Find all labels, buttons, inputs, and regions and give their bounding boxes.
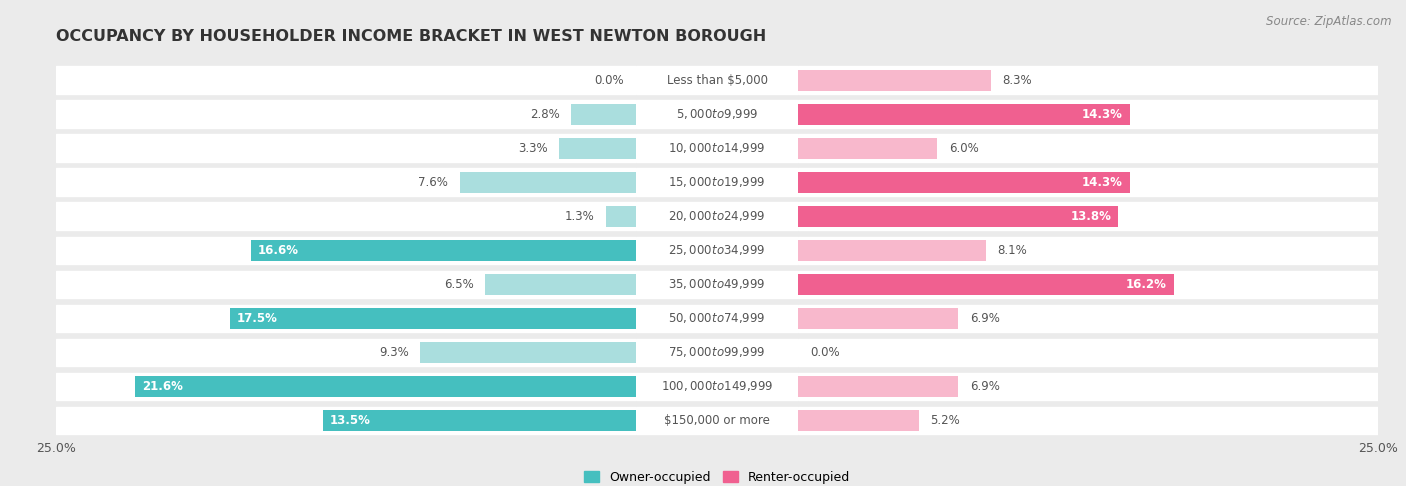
Text: $25,000 to $34,999: $25,000 to $34,999	[668, 243, 766, 257]
Text: $10,000 to $14,999: $10,000 to $14,999	[668, 141, 766, 155]
Bar	[56, 203, 636, 230]
Bar	[799, 274, 1174, 295]
Text: OCCUPANCY BY HOUSEHOLDER INCOME BRACKET IN WEST NEWTON BOROUGH: OCCUPANCY BY HOUSEHOLDER INCOME BRACKET …	[56, 29, 766, 44]
Text: $50,000 to $74,999: $50,000 to $74,999	[668, 312, 766, 325]
Bar	[799, 407, 1378, 434]
Bar	[56, 67, 636, 94]
Text: $35,000 to $49,999: $35,000 to $49,999	[668, 278, 766, 291]
Bar	[799, 376, 959, 397]
Bar	[636, 169, 799, 196]
Bar	[799, 206, 1118, 227]
Bar	[606, 206, 636, 227]
Bar	[56, 373, 636, 400]
Bar	[799, 305, 1378, 332]
Text: Less than $5,000: Less than $5,000	[666, 74, 768, 87]
Bar	[460, 172, 636, 193]
Text: 16.6%: 16.6%	[257, 244, 299, 257]
Bar	[636, 101, 799, 128]
Bar	[56, 339, 636, 366]
Text: 9.3%: 9.3%	[380, 346, 409, 359]
Text: 6.5%: 6.5%	[444, 278, 474, 291]
Bar	[799, 169, 1378, 196]
Text: $150,000 or more: $150,000 or more	[664, 414, 770, 427]
Text: $75,000 to $99,999: $75,000 to $99,999	[668, 346, 766, 359]
Text: 14.3%: 14.3%	[1083, 176, 1123, 189]
Text: $15,000 to $19,999: $15,000 to $19,999	[668, 175, 766, 189]
Bar	[799, 308, 959, 329]
Text: 7.6%: 7.6%	[418, 176, 449, 189]
Bar	[636, 67, 799, 94]
Bar	[560, 138, 636, 159]
Bar	[636, 237, 799, 264]
Text: Source: ZipAtlas.com: Source: ZipAtlas.com	[1267, 15, 1392, 28]
Bar	[799, 172, 1130, 193]
Text: 3.3%: 3.3%	[519, 142, 548, 155]
Text: 8.1%: 8.1%	[998, 244, 1028, 257]
Text: $100,000 to $149,999: $100,000 to $149,999	[661, 380, 773, 393]
Legend: Owner-occupied, Renter-occupied: Owner-occupied, Renter-occupied	[579, 466, 855, 486]
Text: 13.8%: 13.8%	[1070, 210, 1111, 223]
Bar	[56, 169, 636, 196]
Text: 2.8%: 2.8%	[530, 108, 560, 121]
Text: $20,000 to $24,999: $20,000 to $24,999	[668, 209, 766, 223]
Bar	[56, 237, 636, 264]
Text: $5,000 to $9,999: $5,000 to $9,999	[676, 107, 758, 121]
Text: 0.0%: 0.0%	[810, 346, 839, 359]
Text: 14.3%: 14.3%	[1083, 108, 1123, 121]
Bar	[799, 138, 938, 159]
Bar	[636, 271, 799, 298]
Text: 21.6%: 21.6%	[142, 380, 183, 393]
Bar	[799, 271, 1378, 298]
Bar	[56, 101, 636, 128]
Bar	[252, 240, 636, 261]
Bar	[799, 135, 1378, 162]
Bar	[56, 305, 636, 332]
Text: 16.2%: 16.2%	[1126, 278, 1167, 291]
Bar	[485, 274, 636, 295]
Bar	[636, 373, 799, 400]
Bar	[323, 410, 636, 431]
Text: 6.9%: 6.9%	[970, 312, 1000, 325]
Bar	[799, 67, 1378, 94]
Text: 6.0%: 6.0%	[949, 142, 979, 155]
Bar	[636, 407, 799, 434]
Bar	[799, 203, 1378, 230]
Bar	[799, 240, 986, 261]
Text: 6.9%: 6.9%	[970, 380, 1000, 393]
Bar	[799, 101, 1378, 128]
Text: 13.5%: 13.5%	[330, 414, 371, 427]
Text: 5.2%: 5.2%	[931, 414, 960, 427]
Bar	[571, 104, 636, 125]
Text: 1.3%: 1.3%	[564, 210, 595, 223]
Bar	[231, 308, 636, 329]
Bar	[636, 135, 799, 162]
Bar	[636, 305, 799, 332]
Bar	[799, 410, 918, 431]
Bar	[420, 342, 636, 363]
Bar	[799, 69, 991, 91]
Text: 0.0%: 0.0%	[595, 74, 624, 87]
Bar	[799, 237, 1378, 264]
Bar	[799, 373, 1378, 400]
Bar	[636, 339, 799, 366]
Text: 8.3%: 8.3%	[1002, 74, 1032, 87]
Bar	[799, 104, 1130, 125]
Bar	[799, 339, 1378, 366]
Bar	[636, 203, 799, 230]
Bar	[56, 135, 636, 162]
Text: 17.5%: 17.5%	[238, 312, 278, 325]
Bar	[56, 271, 636, 298]
Bar	[135, 376, 636, 397]
Bar	[56, 407, 636, 434]
